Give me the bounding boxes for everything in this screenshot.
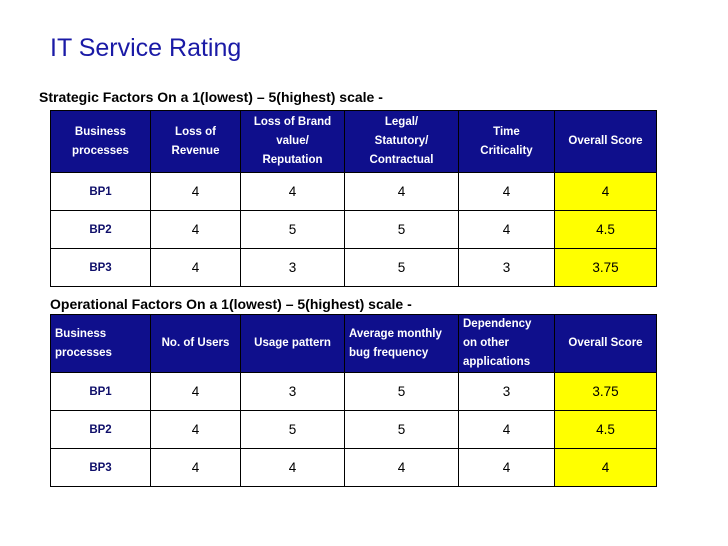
header-overall-score: Overall Score	[554, 110, 657, 173]
value-cell: 4	[150, 410, 241, 449]
header-legal-statutory: Legal/Statutory/Contractual	[344, 110, 459, 173]
value-cell: 4	[344, 172, 459, 211]
header-dependency: Dependency on other applications	[458, 314, 555, 373]
value-cell: 4	[150, 172, 241, 211]
value-cell: 3	[240, 248, 345, 287]
table-row: BP3 4 3 5 3 3.75	[50, 248, 657, 287]
value-cell: 4	[458, 172, 555, 211]
overall-score-cell: 4	[554, 448, 657, 487]
value-cell: 5	[344, 248, 459, 287]
value-cell: 4	[344, 448, 459, 487]
header-loss-of-revenue: Loss of Revenue	[150, 110, 241, 173]
table-row: BP2 4 5 5 4 4.5	[50, 210, 657, 249]
value-cell: 5	[240, 410, 345, 449]
header-overall-score: Overall Score	[554, 314, 657, 373]
value-cell: 5	[240, 210, 345, 249]
operational-table: Business processes No. of Users Usage pat…	[50, 314, 657, 487]
overall-score-cell: 4	[554, 172, 657, 211]
value-cell: 4	[150, 448, 241, 487]
value-cell: 4	[150, 248, 241, 287]
bp-cell: BP3	[50, 448, 151, 487]
header-loss-of-brand: Loss of Brand value/Reputation	[240, 110, 345, 173]
header-time-criticality: Time Criticality	[458, 110, 555, 173]
value-cell: 4	[150, 372, 241, 411]
strategic-heading: Strategic Factors On a 1(lowest) – 5(hig…	[39, 89, 383, 105]
value-cell: 5	[344, 372, 459, 411]
value-cell: 3	[458, 248, 555, 287]
header-avg-bug-frequency: Average monthly bug frequency	[344, 314, 459, 373]
overall-score-cell: 3.75	[554, 372, 657, 411]
value-cell: 5	[344, 210, 459, 249]
table-header-row: Business processes No. of Users Usage pat…	[50, 314, 657, 373]
value-cell: 4	[458, 448, 555, 487]
overall-score-cell: 4.5	[554, 410, 657, 449]
table-row: BP3 4 4 4 4 4	[50, 448, 657, 487]
header-business-processes: Business processes	[50, 314, 151, 373]
strategic-table: Business processes Loss of Revenue Loss of…	[50, 110, 657, 287]
bp-cell: BP1	[50, 172, 151, 211]
overall-score-cell: 3.75	[554, 248, 657, 287]
value-cell: 3	[240, 372, 345, 411]
bp-cell: BP1	[50, 372, 151, 411]
table-header-row: Business processes Loss of Revenue Loss of…	[50, 110, 657, 173]
value-cell: 4	[150, 210, 241, 249]
bp-cell: BP3	[50, 248, 151, 287]
table-row: BP1 4 3 5 3 3.75	[50, 372, 657, 411]
overall-score-cell: 4.5	[554, 210, 657, 249]
header-business-processes: Business processes	[50, 110, 151, 173]
value-cell: 4	[240, 448, 345, 487]
header-usage-pattern: Usage pattern	[240, 314, 345, 373]
table-row: BP2 4 5 5 4 4.5	[50, 410, 657, 449]
header-no-of-users: No. of Users	[150, 314, 241, 373]
value-cell: 3	[458, 372, 555, 411]
value-cell: 4	[240, 172, 345, 211]
table-row: BP1 4 4 4 4 4	[50, 172, 657, 211]
bp-cell: BP2	[50, 210, 151, 249]
bp-cell: BP2	[50, 410, 151, 449]
value-cell: 5	[344, 410, 459, 449]
value-cell: 4	[458, 410, 555, 449]
value-cell: 4	[458, 210, 555, 249]
operational-heading: Operational Factors On a 1(lowest) – 5(h…	[50, 296, 412, 312]
page-title: IT Service Rating	[50, 34, 242, 62]
